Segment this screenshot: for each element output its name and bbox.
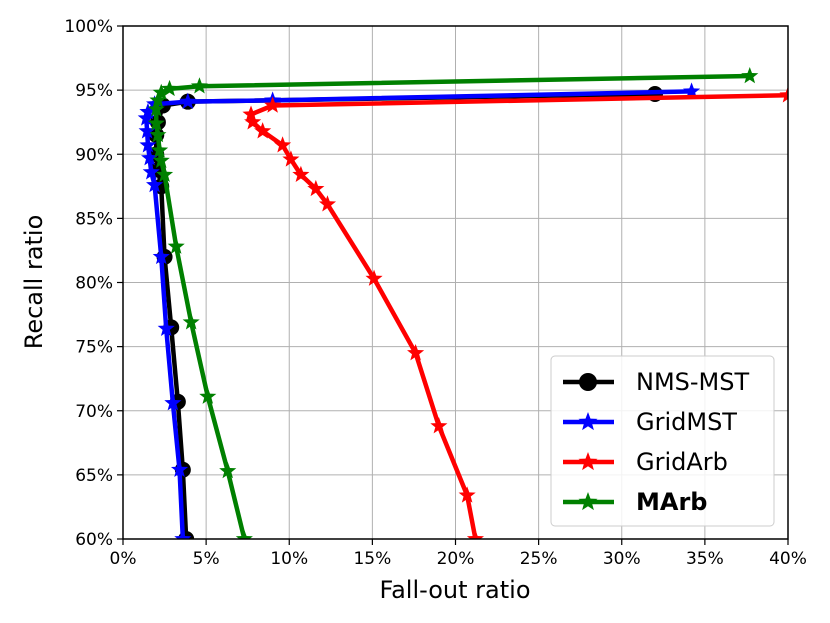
data-point-marb xyxy=(147,100,165,117)
data-point-gridarb xyxy=(779,86,788,103)
data-point-gridarb xyxy=(466,530,485,539)
data-point-gridmst xyxy=(142,163,160,180)
data-point-gridarb xyxy=(458,486,476,503)
y-tick-label: 60% xyxy=(75,530,113,550)
data-point-marb xyxy=(199,387,217,404)
y-tick-label: 85% xyxy=(75,209,113,229)
data-point-gridarb xyxy=(244,113,262,130)
data-point-gridmst xyxy=(179,92,197,109)
data-point-gridarb xyxy=(254,122,272,139)
data-point-gridmst xyxy=(138,122,156,139)
y-tick-label: 100% xyxy=(64,17,113,37)
data-point-gridmst xyxy=(146,176,164,193)
data-point-gridarb xyxy=(264,96,282,113)
data-point-marb xyxy=(156,165,174,183)
x-tick-label: 15% xyxy=(353,549,391,569)
x-axis-label: Fall-out ratio xyxy=(379,576,530,604)
x-tick-label: 35% xyxy=(686,549,724,569)
data-point-gridarb xyxy=(242,105,260,122)
y-tick-label: 65% xyxy=(75,466,113,486)
data-point-gridmst xyxy=(139,102,157,120)
data-point-gridmst xyxy=(164,394,182,411)
data-point-gridarb xyxy=(407,344,425,361)
legend-label-nms-mst: NMS-MST xyxy=(636,368,749,396)
x-tick-label: 20% xyxy=(437,549,475,569)
legend-label-marb: MArb xyxy=(636,488,707,516)
data-point-marb xyxy=(235,530,253,539)
legend-marker-nms-mst xyxy=(579,373,597,391)
data-point-marb xyxy=(152,83,170,100)
x-tick-label: 30% xyxy=(603,549,641,569)
data-point-marb xyxy=(219,462,237,479)
legend-marker-gridmst xyxy=(578,412,598,431)
data-point-gridmst xyxy=(170,460,189,478)
x-tick-label: 5% xyxy=(193,549,220,569)
x-tick-label: 25% xyxy=(520,549,558,569)
data-point-gridarb xyxy=(365,269,383,286)
y-tick-label: 75% xyxy=(75,338,113,358)
legend-marker-marb xyxy=(578,492,598,511)
y-tick-label: 95% xyxy=(75,81,113,101)
data-point-marb xyxy=(149,91,167,108)
legend: NMS-MST GridMST GridArb MArb xyxy=(550,355,775,527)
data-point-gridmst xyxy=(141,149,159,166)
y-axis-label: Recall ratio xyxy=(20,215,48,350)
data-point-gridarb xyxy=(307,179,325,197)
x-tick-label: 40% xyxy=(769,549,807,569)
data-point-marb xyxy=(147,114,165,131)
data-point-gridarb xyxy=(282,150,300,167)
data-point-marb xyxy=(151,141,169,158)
data-point-marb xyxy=(190,77,209,94)
y-tick-label: 90% xyxy=(75,145,113,165)
data-point-gridarb xyxy=(318,195,337,212)
legend-label-gridarb: GridArb xyxy=(636,448,728,476)
data-point-gridmst xyxy=(157,319,175,336)
data-point-marb xyxy=(149,126,167,143)
data-point-marb xyxy=(182,313,200,330)
legend-label-gridmst: GridMST xyxy=(636,408,737,436)
data-point-marb xyxy=(741,67,759,84)
legend-box xyxy=(550,355,775,527)
data-point-gridmst xyxy=(174,530,192,539)
data-point-gridarb xyxy=(430,417,448,434)
x-tick-label: 10% xyxy=(270,549,308,569)
data-point-gridarb xyxy=(292,165,310,183)
data-point-gridarb xyxy=(274,136,292,153)
y-tick-label: 70% xyxy=(75,402,113,422)
data-point-gridmst xyxy=(137,109,155,126)
data-point-marb xyxy=(167,237,185,254)
data-point-gridmst xyxy=(683,82,701,99)
data-point-marb xyxy=(152,151,170,168)
data-point-marb xyxy=(160,79,179,97)
data-point-gridmst xyxy=(139,136,157,153)
x-tick-label: 0% xyxy=(110,549,137,569)
data-point-gridmst xyxy=(152,247,170,265)
y-tick-label: 80% xyxy=(75,274,113,294)
legend-marker-gridarb xyxy=(578,452,598,471)
